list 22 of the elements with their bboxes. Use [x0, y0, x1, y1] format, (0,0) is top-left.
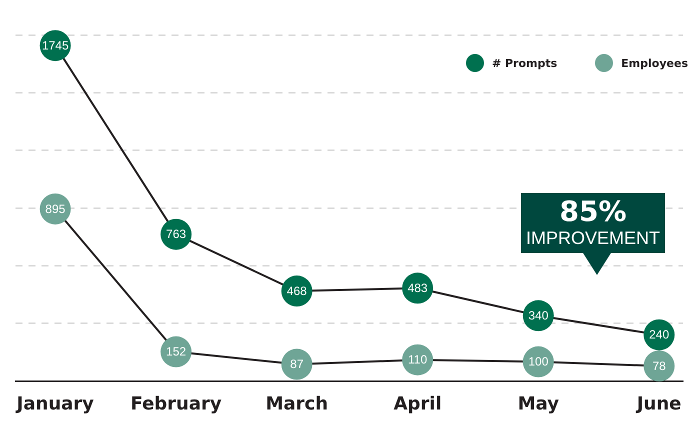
x-tick-label: April	[394, 393, 442, 414]
data-label: 1745	[42, 38, 69, 52]
x-tick-label: May	[518, 393, 560, 414]
data-label: 87	[290, 357, 304, 372]
x-tick-label: March	[266, 393, 328, 414]
data-label: 895	[45, 202, 66, 216]
data-label: 100	[528, 354, 549, 369]
legend-label: # Prompts	[492, 56, 558, 70]
data-label: 240	[649, 328, 670, 342]
data-label: 152	[166, 344, 186, 359]
x-tick-label: January	[14, 393, 94, 414]
data-label: 340	[528, 308, 549, 322]
data-label: 483	[408, 280, 428, 295]
data-label: 468	[286, 284, 308, 298]
legend-label: Employees	[621, 56, 688, 70]
data-label: 763	[166, 227, 186, 242]
annotation: IMPROVEMENT	[526, 227, 660, 249]
data-label: 78	[652, 358, 666, 373]
x-tick-label: June	[634, 393, 682, 414]
x-tick-label: February	[130, 393, 222, 414]
data-label: 110	[408, 352, 428, 367]
annotation: 85%	[559, 195, 627, 228]
